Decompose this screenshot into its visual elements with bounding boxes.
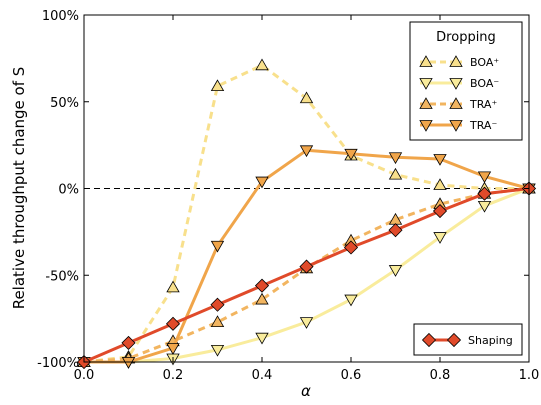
data-point <box>166 343 180 355</box>
legend-marker <box>449 78 463 90</box>
x-tick-label: 0.6 <box>341 368 362 383</box>
data-point <box>210 79 225 92</box>
x-tick-label: 0.4 <box>252 368 273 383</box>
data-point <box>388 167 403 180</box>
data-point <box>344 294 358 307</box>
x-tick-label: 1.0 <box>519 368 540 383</box>
legend-label: BOA⁻ <box>470 77 499 90</box>
y-tick-label: 50% <box>50 96 79 111</box>
legend-marker <box>449 97 463 109</box>
legend-shaping: Shaping <box>413 323 523 356</box>
data-point <box>299 145 314 158</box>
x-tick-label: 0.0 <box>74 368 95 383</box>
data-point <box>433 154 447 166</box>
legend-label: TRA⁺ <box>469 98 497 111</box>
legend-item-boa-plus: BOA⁺ <box>419 55 499 69</box>
data-point <box>344 148 358 161</box>
legend-dropping-title: Dropping <box>436 30 496 45</box>
data-point <box>477 171 492 184</box>
y-tick-label: -100% <box>37 356 79 371</box>
y-tick-label: -50% <box>45 269 79 284</box>
data-point <box>210 240 225 253</box>
legend-marker <box>419 78 433 90</box>
data-point <box>210 315 225 327</box>
data-point <box>299 259 314 274</box>
legend-marker <box>449 55 463 67</box>
data-point <box>388 223 403 238</box>
x-tick-label: 0.2 <box>163 368 184 383</box>
x-tick-label: 0.8 <box>430 368 451 383</box>
legend-item-tra-plus: TRA⁺ <box>419 97 497 111</box>
data-point <box>477 186 492 201</box>
data-point <box>255 292 269 305</box>
legend-marker <box>446 332 462 348</box>
data-point <box>433 178 447 190</box>
legend-label: TRA⁻ <box>469 119 497 132</box>
data-point <box>432 203 448 219</box>
x-axis-label: α <box>301 382 311 400</box>
data-point <box>299 91 314 104</box>
legend-item-tra-minus: TRA⁻ <box>419 119 497 132</box>
legend-item-boa-minus: BOA⁻ <box>419 77 499 90</box>
data-point <box>255 332 269 345</box>
data-point <box>121 335 136 350</box>
data-point <box>255 176 269 189</box>
y-tick-label: 0% <box>58 183 79 198</box>
legend-marker <box>421 332 437 348</box>
legend-label: BOA⁺ <box>470 56 499 69</box>
legend-label: Shaping <box>468 334 513 347</box>
data-point <box>477 200 492 213</box>
legend-marker <box>419 97 433 109</box>
data-point <box>121 357 136 369</box>
data-point <box>255 58 269 71</box>
legend-marker <box>449 120 463 132</box>
data-point <box>165 316 181 331</box>
legend-item-shaping: Shaping <box>421 332 513 348</box>
ticks-layer: 0.0 0.2 0.4 0.6 0.8 1.0 -100% -50% 0% 50% 100% <box>37 9 539 383</box>
data-point <box>388 152 403 165</box>
y-axis-label: Relative throughput change of S <box>10 67 28 310</box>
y-tick-label: 100% <box>42 9 79 24</box>
series-layer <box>76 58 537 370</box>
data-point <box>299 317 314 329</box>
data-point <box>210 344 225 357</box>
legend-marker <box>419 120 433 132</box>
data-point <box>254 278 270 293</box>
data-point <box>210 297 225 312</box>
data-point <box>343 240 359 255</box>
legend-dropping: Dropping BOA⁺ BOA⁻ TRA⁺ TRA⁻ <box>409 21 523 141</box>
data-point <box>388 265 403 277</box>
legend-marker <box>419 55 433 67</box>
data-point <box>433 232 447 244</box>
data-point <box>166 280 180 293</box>
